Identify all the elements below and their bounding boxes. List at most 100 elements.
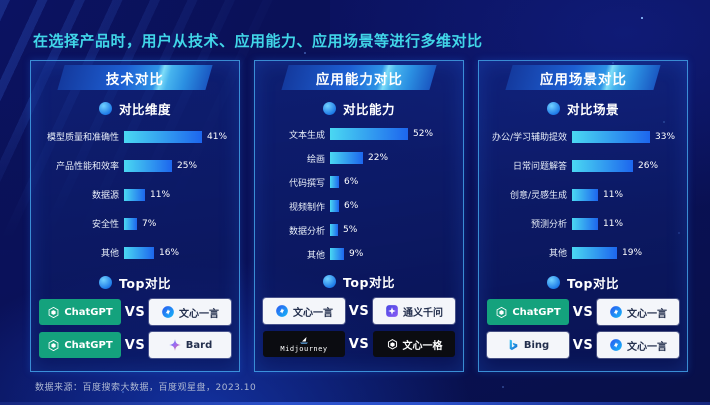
bar-row: 模型质量和准确性 41% xyxy=(39,122,231,151)
bar-fill xyxy=(330,176,339,188)
badge-label: Bing xyxy=(523,339,550,351)
section-label: 对比能力 xyxy=(342,102,395,117)
background-stars xyxy=(0,0,2,2)
bar-value: 11% xyxy=(150,189,171,200)
bar-row: 办公/学习辅助提效 33% xyxy=(487,122,679,151)
matchup-row: 文心一言 VS 通义千问 xyxy=(263,298,455,324)
matchup-row: ChatGPT VS 文心一言 xyxy=(487,299,679,325)
bar-label: 其他 xyxy=(548,249,567,259)
bar-label: 其他 xyxy=(306,250,325,261)
bar-label: 绘画 xyxy=(306,154,325,165)
badge-label: 文心一言 xyxy=(293,307,333,319)
bar-label: 模型质量和准确性 xyxy=(46,133,119,143)
openai-icon xyxy=(47,306,60,319)
bar-fill xyxy=(124,246,154,259)
panel-capability: 应用能力对比 对比能力 文本生成 52% 绘画 22% 代码撰写 6% xyxy=(254,60,464,372)
page-title: 在选择产品时，用户从技术、应用能力、应用场景等进行多维对比 xyxy=(33,32,483,51)
midjourney-sailboat-icon xyxy=(298,335,310,345)
bar-value: 16% xyxy=(159,247,180,258)
bar-row: 数据源 11% xyxy=(39,180,231,209)
matchup-row: Bing VS 文心一言 xyxy=(487,332,679,358)
badge-chatgpt: ChatGPT xyxy=(487,299,569,325)
bullet-circle-icon xyxy=(323,275,337,288)
wenxin-yiyan-icon xyxy=(161,305,175,319)
bar-label: 创意/灵感生成 xyxy=(509,191,567,201)
vs-label: VS xyxy=(348,336,370,352)
badge-chatgpt: ChatGPT xyxy=(39,332,121,358)
bar-fill xyxy=(572,130,650,143)
matchup-list: 文心一言 VS 通义千问 Midjourney VS 文心一格 xyxy=(255,298,463,357)
wenxin-yiyan-icon xyxy=(609,338,623,352)
bar-value: 22% xyxy=(368,153,389,163)
bullet-circle-icon xyxy=(322,102,336,115)
bar-label: 文本生成 xyxy=(288,130,325,141)
section-header: 对比能力 xyxy=(255,99,463,118)
bar-fill xyxy=(330,248,344,260)
bar-fill xyxy=(124,217,137,230)
bard-sparkle-icon xyxy=(168,338,182,352)
bar-row: 其他 16% xyxy=(39,238,231,267)
bar-fill xyxy=(572,246,617,259)
panel-title: 应用能力对比 xyxy=(315,71,403,88)
bar-row: 绘画 22% xyxy=(263,146,455,170)
badge-label: 文心一言 xyxy=(627,308,667,320)
bar-label: 日常问题解答 xyxy=(512,162,567,172)
bullet-circle-icon xyxy=(547,276,561,289)
bar-row: 视频制作 6% xyxy=(263,194,455,218)
bar-value: 11% xyxy=(603,189,624,200)
section-label: 对比场景 xyxy=(566,102,619,117)
panel-title: 技术对比 xyxy=(106,71,164,88)
badge-tongyi-qianwen: 通义千问 xyxy=(373,298,455,324)
bar-fill xyxy=(330,128,408,140)
bar-row: 其他 9% xyxy=(263,242,455,266)
badge-bard: Bard xyxy=(149,332,231,358)
badge-wenxin-yige: 文心一格 xyxy=(373,331,455,357)
bar-label: 办公/学习辅助提效 xyxy=(491,133,567,143)
top-section-header: Top对比 xyxy=(479,273,687,292)
wenxin-yige-icon xyxy=(386,338,399,351)
bar-fill xyxy=(572,159,633,172)
bar-label: 代码撰写 xyxy=(288,178,325,189)
bar-fill xyxy=(124,159,172,172)
tongyi-qianwen-icon xyxy=(385,304,399,318)
matchup-row: ChatGPT VS Bard xyxy=(39,332,231,358)
bar-row: 安全性 7% xyxy=(39,209,231,238)
bar-row: 代码撰写 6% xyxy=(263,170,455,194)
bar-row: 预测分析 11% xyxy=(487,209,679,238)
panel-scenario: 应用场景对比 对比场景 办公/学习辅助提效 33% 日常问题解答 26% 创意/… xyxy=(478,60,688,372)
badge-label: 文心一格 xyxy=(402,340,443,352)
bullet-circle-icon xyxy=(546,102,560,115)
bar-value: 9% xyxy=(349,249,364,259)
badge-wenxin-yiyan: 文心一言 xyxy=(597,299,679,325)
bar-label: 视频制作 xyxy=(288,202,325,213)
bar-fill xyxy=(124,130,202,143)
bar-row: 日常问题解答 26% xyxy=(487,151,679,180)
top-section-header: Top对比 xyxy=(31,273,239,292)
badge-label: 通义千问 xyxy=(403,307,443,319)
panel-header-banner: 技术对比 xyxy=(57,65,213,90)
vs-label: VS xyxy=(124,337,146,353)
matchup-row: Midjourney VS 文心一格 xyxy=(263,331,455,357)
matchup-list: ChatGPT VS 文心一言 Bing VS 文心一言 xyxy=(479,299,687,358)
bar-row: 数据分析 5% xyxy=(263,218,455,242)
panel-header-banner: 应用能力对比 xyxy=(281,65,437,90)
badge-label: ChatGPT xyxy=(64,306,113,318)
bar-value: 41% xyxy=(207,131,228,142)
bing-icon xyxy=(507,338,520,352)
badge-label: ChatGPT xyxy=(512,306,561,318)
bar-label: 安全性 xyxy=(91,220,119,230)
bar-value: 33% xyxy=(655,131,676,142)
badge-chatgpt: ChatGPT xyxy=(39,299,121,325)
panel-header-banner: 应用场景对比 xyxy=(505,65,661,90)
top-section-header: Top对比 xyxy=(255,272,463,291)
vs-label: VS xyxy=(124,304,146,320)
vs-label: VS xyxy=(572,337,594,353)
bar-row: 其他 19% xyxy=(487,238,679,267)
bar-value: 6% xyxy=(344,177,359,187)
matchup-row: ChatGPT VS 文心一言 xyxy=(39,299,231,325)
bar-value: 25% xyxy=(177,160,198,171)
vs-label: VS xyxy=(348,303,370,319)
openai-icon xyxy=(47,339,60,352)
bar-fill xyxy=(330,152,363,164)
bar-row: 产品性能和效率 25% xyxy=(39,151,231,180)
